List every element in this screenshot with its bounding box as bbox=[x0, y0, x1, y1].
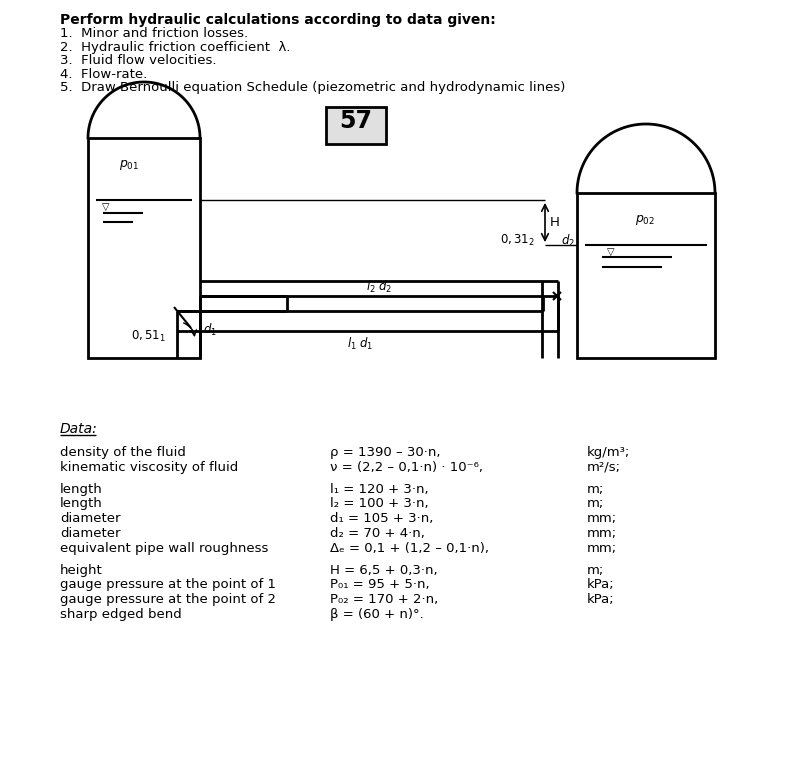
Text: Data:: Data: bbox=[60, 422, 98, 436]
Text: mm;: mm; bbox=[587, 542, 617, 555]
Bar bbox=[326, 107, 386, 144]
Text: $p_{01}$: $p_{01}$ bbox=[119, 158, 139, 172]
Text: diameter: diameter bbox=[60, 527, 120, 540]
Text: diameter: diameter bbox=[60, 512, 120, 525]
Text: ν = (2,2 – 0,1·n) · 10⁻⁶,: ν = (2,2 – 0,1·n) · 10⁻⁶, bbox=[330, 461, 483, 474]
Text: kPa;: kPa; bbox=[587, 578, 615, 591]
Text: $d_1$: $d_1$ bbox=[203, 322, 217, 338]
Bar bbox=[88, 138, 200, 358]
Text: 1.  Minor and friction losses.: 1. Minor and friction losses. bbox=[60, 27, 248, 40]
Text: Perform hydraulic calculations according to data given:: Perform hydraulic calculations according… bbox=[60, 13, 496, 27]
Text: length: length bbox=[60, 483, 103, 496]
Text: length: length bbox=[60, 497, 103, 510]
Text: gauge pressure at the point of 1: gauge pressure at the point of 1 bbox=[60, 578, 276, 591]
Text: ρ = 1390 – 30·n,: ρ = 1390 – 30·n, bbox=[330, 446, 441, 459]
Text: 5.  Draw Bernoulli equation Schedule (piezometric and hydrodynamic lines): 5. Draw Bernoulli equation Schedule (pie… bbox=[60, 81, 565, 94]
Text: $0,51_1$: $0,51_1$ bbox=[131, 329, 166, 344]
Text: P₀₁ = 95 + 5·n,: P₀₁ = 95 + 5·n, bbox=[330, 578, 430, 591]
Text: kinematic viscosity of fluid: kinematic viscosity of fluid bbox=[60, 461, 238, 474]
Text: density of the fluid: density of the fluid bbox=[60, 446, 186, 459]
Text: $0,31_2$: $0,31_2$ bbox=[500, 233, 535, 248]
Text: height: height bbox=[60, 564, 103, 577]
Text: kg/m³;: kg/m³; bbox=[587, 446, 630, 459]
Text: 4.  Flow-rate.: 4. Flow-rate. bbox=[60, 67, 147, 80]
Text: mm;: mm; bbox=[587, 527, 617, 540]
Text: mm;: mm; bbox=[587, 512, 617, 525]
Text: m;: m; bbox=[587, 483, 604, 496]
Text: m;: m; bbox=[587, 564, 604, 577]
Text: Δₑ = 0,1 + (1,2 – 0,1·n),: Δₑ = 0,1 + (1,2 – 0,1·n), bbox=[330, 542, 489, 555]
Text: d₂ = 70 + 4·n,: d₂ = 70 + 4·n, bbox=[330, 527, 425, 540]
Text: l₂ = 100 + 3·n,: l₂ = 100 + 3·n, bbox=[330, 497, 429, 510]
Text: $d_2$: $d_2$ bbox=[561, 233, 575, 249]
Text: kPa;: kPa; bbox=[587, 593, 615, 606]
Text: equivalent pipe wall roughness: equivalent pipe wall roughness bbox=[60, 542, 268, 555]
Text: P₀₂ = 170 + 2·n,: P₀₂ = 170 + 2·n, bbox=[330, 593, 438, 606]
Text: H = 6,5 + 0,3·n,: H = 6,5 + 0,3·n, bbox=[330, 564, 438, 577]
Text: m²/s;: m²/s; bbox=[587, 461, 621, 474]
Text: H: H bbox=[550, 216, 560, 229]
Text: l₁ = 120 + 3·n,: l₁ = 120 + 3·n, bbox=[330, 483, 429, 496]
Text: ▽: ▽ bbox=[102, 202, 109, 212]
Text: $l_1 \; d_1$: $l_1 \; d_1$ bbox=[347, 336, 373, 352]
Text: sharp edged bend: sharp edged bend bbox=[60, 608, 182, 621]
Text: 2.  Hydraulic friction coefficient  λ.: 2. Hydraulic friction coefficient λ. bbox=[60, 41, 290, 54]
Text: gauge pressure at the point of 2: gauge pressure at the point of 2 bbox=[60, 593, 276, 606]
Text: $p_{02}$: $p_{02}$ bbox=[635, 213, 655, 227]
Text: 3.  Fluid flow velocities.: 3. Fluid flow velocities. bbox=[60, 54, 216, 67]
Text: m;: m; bbox=[587, 497, 604, 510]
Text: ▽: ▽ bbox=[607, 247, 615, 257]
Text: β = (60 + n)°.: β = (60 + n)°. bbox=[330, 608, 423, 621]
Text: $l_2 \; d_2$: $l_2 \; d_2$ bbox=[366, 279, 392, 295]
Text: d₁ = 105 + 3·n,: d₁ = 105 + 3·n, bbox=[330, 512, 434, 525]
Bar bbox=[577, 193, 715, 358]
Text: 57: 57 bbox=[339, 109, 372, 133]
